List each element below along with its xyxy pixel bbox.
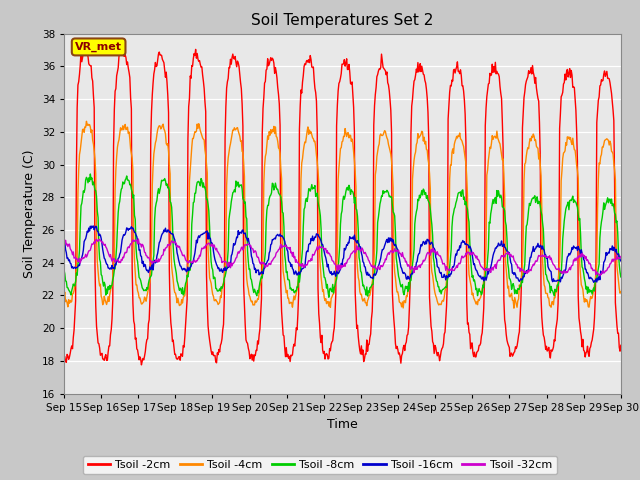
Legend: Tsoil -2cm, Tsoil -4cm, Tsoil -8cm, Tsoil -16cm, Tsoil -32cm: Tsoil -2cm, Tsoil -4cm, Tsoil -8cm, Tsoi…: [83, 456, 557, 474]
Y-axis label: Soil Temperature (C): Soil Temperature (C): [23, 149, 36, 278]
X-axis label: Time: Time: [327, 418, 358, 431]
Title: Soil Temperatures Set 2: Soil Temperatures Set 2: [252, 13, 433, 28]
Text: VR_met: VR_met: [75, 42, 122, 52]
